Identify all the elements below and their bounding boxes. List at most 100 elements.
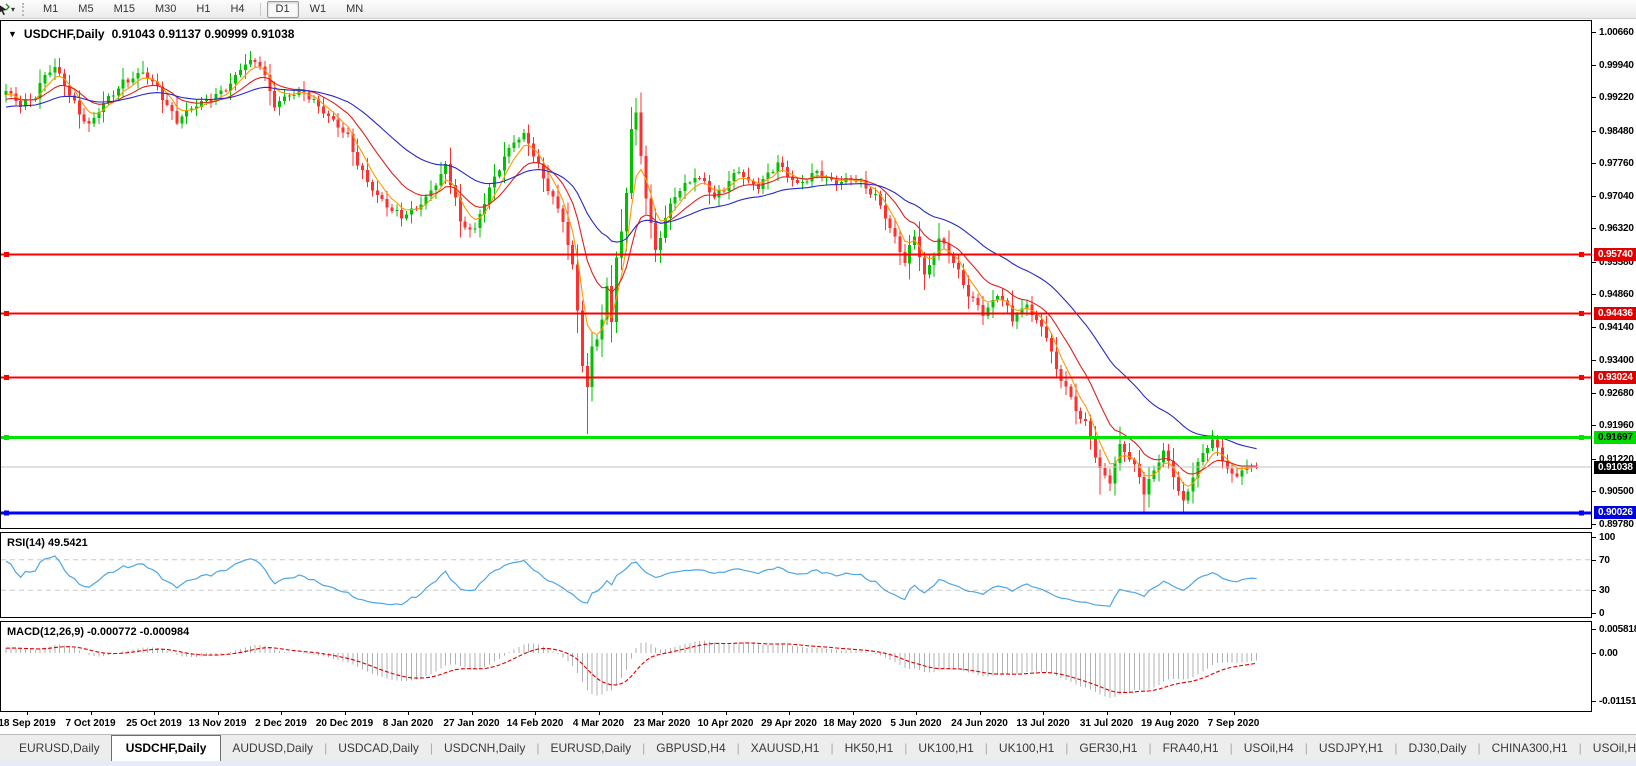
timeframe-button-m30[interactable]: M30: [154, 2, 177, 15]
axis-tick: [1592, 523, 1596, 525]
timeframe-button-m5[interactable]: M5: [78, 2, 94, 15]
chevron-down-icon[interactable]: ▾: [11, 4, 16, 14]
price-tick-label: 0.99940: [1599, 59, 1634, 71]
hline-0.91697[interactable]: [1, 434, 1591, 440]
axis-tick: [1592, 590, 1596, 592]
candlestick-chart[interactable]: [1, 21, 1591, 528]
chart-tab-uk100-h1[interactable]: UK100,H1: [998, 741, 1055, 755]
chart-tab-fra40-h1[interactable]: FRA40,H1: [1162, 741, 1219, 755]
price-tick-label: 0.99220: [1599, 92, 1634, 104]
collapse-triangle-icon[interactable]: ▼: [8, 29, 17, 39]
tab-separator: |: [736, 741, 740, 755]
hline-0.95740[interactable]: [1, 252, 1591, 257]
axis-tick: [1592, 628, 1596, 630]
chart-cursor-icon[interactable]: [0, 2, 10, 16]
axis-tick: [1592, 559, 1596, 561]
date-tick: [344, 712, 346, 715]
price-chart-panel[interactable]: ▼ USDCHF,Daily 0.91043 0.91137 0.90999 0…: [0, 20, 1592, 529]
tab-separator: |: [1229, 741, 1233, 755]
date-label: 8 Jan 2020: [382, 718, 434, 729]
timeframe-button-h1[interactable]: H1: [196, 2, 211, 15]
macd-tick-label: 0.00: [1599, 648, 1618, 659]
hline-0.93024[interactable]: [1, 374, 1591, 380]
hline-0.94436[interactable]: [1, 310, 1591, 316]
hline-price-tag: 0.90026: [1594, 506, 1636, 520]
hline-0.90026[interactable]: [1, 510, 1591, 516]
date-label: 19 Aug 2020: [1141, 718, 1199, 729]
chart-tab-gbpusd-h4[interactable]: GBPUSD,H4: [656, 741, 726, 755]
timeframe-button-h4[interactable]: H4: [230, 2, 245, 15]
price-axis[interactable]: 1.00660 0.99940 0.99220 0.98480 0.97760 0.970…: [1592, 20, 1636, 712]
date-label: 27 Jan 2020: [443, 718, 500, 729]
date-label: 29 Apr 2020: [761, 718, 817, 729]
chart-tab-eurusd-daily[interactable]: EURUSD,Daily: [550, 741, 632, 755]
tab-separator: |: [429, 741, 433, 755]
axis-tick: [1592, 537, 1596, 538]
date-tick: [1106, 712, 1108, 715]
axis-tick: [1592, 130, 1596, 132]
axis-tick: [1592, 294, 1596, 296]
price-tick-label: 0.89780: [1599, 518, 1634, 530]
rsi-panel[interactable]: RSI(14) 49.5421: [0, 532, 1592, 618]
date-tick: [1043, 712, 1044, 715]
date-label: 10 Apr 2020: [697, 718, 754, 729]
toolbar-grip: [22, 2, 26, 16]
date-label: 4 Mar 2020: [572, 718, 625, 729]
macd-plot[interactable]: [1, 622, 1591, 711]
rsi-label: RSI(14) 49.5421: [7, 537, 88, 549]
time-axis[interactable]: 18 Sep 2019 7 Oct 2019 25 Oct 2019 13 Nov 2…: [0, 712, 1592, 734]
chart-title: ▼ USDCHF,Daily 0.91043 0.91137 0.90999 0…: [8, 27, 294, 41]
rsi-tick-label: 100: [1599, 532, 1616, 543]
axis-tick: [1592, 701, 1596, 703]
chart-tab-usdchf-daily[interactable]: USDCHF,Daily: [110, 735, 222, 761]
axis-tick: [1592, 228, 1596, 230]
ma-slow-line: [5, 86, 1257, 450]
date-tick: [789, 712, 790, 715]
price-tick-label: 0.90500: [1599, 486, 1634, 498]
axis-tick: [1592, 163, 1596, 165]
macd-histogram: [5, 640, 1258, 698]
timeframe-button-m15[interactable]: M15: [113, 2, 135, 15]
chart-tab-hk50-h1[interactable]: HK50,H1: [844, 741, 894, 755]
chart-tab-bar: EURUSD,Daily USDCHF,Daily AUDUSD,Daily | USD…: [0, 734, 1636, 761]
axis-tick: [1592, 326, 1596, 328]
price-tick-label: 1.00660: [1599, 27, 1634, 39]
macd-panel[interactable]: MACD(12,26,9) -0.000772 -0.000984: [0, 621, 1592, 712]
price-tick-label: 0.92680: [1599, 387, 1634, 399]
chart-tab-dj30-daily[interactable]: DJ30,Daily: [1408, 741, 1467, 755]
chart-tab-audusd-daily[interactable]: AUDUSD,Daily: [232, 741, 314, 755]
date-label: 14 Feb 2020: [506, 718, 564, 729]
timeframe-button-d1[interactable]: D1: [266, 0, 299, 18]
date-tick: [852, 712, 854, 715]
chart-tab-ger30-h1[interactable]: GER30,H1: [1079, 741, 1138, 755]
chart-tab-usdjpy-h1[interactable]: USDJPY,H1: [1318, 741, 1384, 755]
date-label: 25 Oct 2019: [126, 718, 182, 729]
hline-price-tag: 0.94436: [1594, 306, 1636, 320]
date-label: 5 Jun 2020: [890, 718, 942, 729]
date-tick: [916, 712, 917, 715]
date-tick: [598, 712, 600, 715]
chart-tab-eurusd-daily[interactable]: EURUSD,Daily: [19, 741, 100, 755]
chart-tab-usdcad-daily[interactable]: USDCAD,Daily: [338, 741, 419, 755]
chart-tab-xauusd-h1[interactable]: XAUUSD,H1: [750, 741, 820, 755]
date-tick: [725, 712, 727, 715]
tab-separator: |: [1477, 741, 1481, 755]
timeframe-button-w1[interactable]: W1: [309, 2, 327, 15]
timeframe-button-mn[interactable]: MN: [346, 2, 364, 15]
tab-separator: |: [1065, 741, 1069, 755]
chart-tab-usdcnh-daily[interactable]: USDCNH,Daily: [444, 741, 526, 755]
tab-separator: |: [1148, 741, 1152, 755]
chart-tab-china300-h1[interactable]: CHINA300,H1: [1491, 741, 1568, 755]
chart-tab-uk100-h1[interactable]: UK100,H1: [918, 741, 974, 755]
macd-tick-label: -0.011514: [1599, 696, 1636, 708]
timeframe-button-m1[interactable]: M1: [43, 2, 59, 15]
tab-separator: |: [324, 741, 328, 755]
rsi-plot[interactable]: [1, 533, 1591, 617]
date-tick: [979, 712, 981, 715]
date-tick: [90, 712, 92, 715]
date-label: 20 Dec 2019: [315, 718, 374, 729]
chart-tab-usoil-h1[interactable]: USOil,H1: [1592, 741, 1636, 755]
price-tick-label: 0.91960: [1599, 420, 1634, 432]
status-strip: [0, 761, 1636, 766]
chart-tab-usoil-h4[interactable]: USOil,H4: [1243, 741, 1294, 755]
